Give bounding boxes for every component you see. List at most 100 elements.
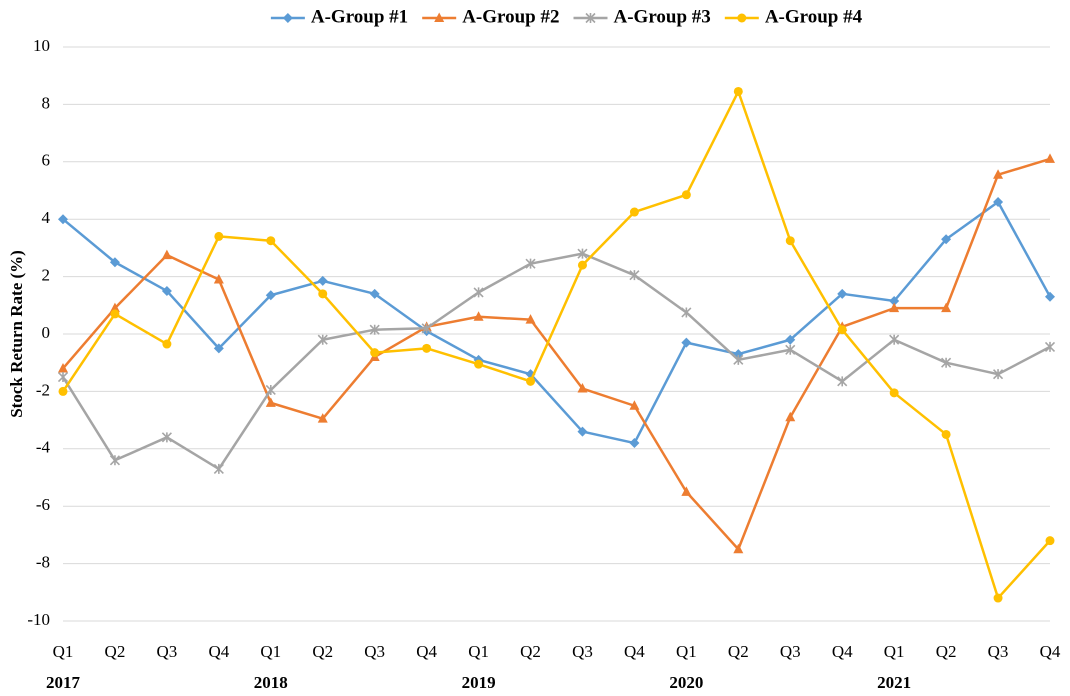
year-label: 2019 xyxy=(462,673,496,692)
y-tick-label: -4 xyxy=(36,438,51,457)
x-tick-label: Q4 xyxy=(624,642,645,661)
marker xyxy=(681,486,692,496)
marker xyxy=(213,343,224,354)
x-tick-label: Q3 xyxy=(157,642,178,661)
series-line xyxy=(61,90,1051,600)
y-tick-label: -10 xyxy=(27,610,50,629)
marker xyxy=(629,207,639,217)
year-label: 2021 xyxy=(877,673,911,692)
y-tick-label: 6 xyxy=(42,151,51,170)
marker xyxy=(889,295,900,306)
marker xyxy=(577,383,588,393)
marker xyxy=(525,258,536,269)
marker xyxy=(733,86,743,96)
marker xyxy=(109,455,121,466)
marker xyxy=(837,376,848,387)
marker xyxy=(213,273,224,284)
x-tick-label: Q3 xyxy=(780,642,801,661)
series-line xyxy=(61,252,1051,471)
marker xyxy=(681,307,692,318)
x-tick-label: Q1 xyxy=(676,642,697,661)
marker xyxy=(474,359,484,369)
marker xyxy=(265,397,276,407)
marker xyxy=(109,302,120,313)
marker xyxy=(421,323,432,334)
marker xyxy=(422,343,432,353)
y-tick-label: -6 xyxy=(36,495,50,514)
x-tick-label: Q4 xyxy=(832,642,853,661)
marker xyxy=(162,339,172,349)
marker xyxy=(1045,536,1055,546)
x-tick-label: Q2 xyxy=(312,642,333,661)
marker xyxy=(993,196,1004,207)
marker xyxy=(889,334,900,345)
y-tick-label: 0 xyxy=(42,323,51,342)
x-tick-label: Q1 xyxy=(260,642,281,661)
legend-label: A-Group #4 xyxy=(765,6,863,27)
marker xyxy=(785,236,795,246)
x-tick-label: Q3 xyxy=(364,642,385,661)
legend-label: A-Group #3 xyxy=(614,6,711,27)
marker xyxy=(370,348,380,358)
x-tick-label: Q4 xyxy=(416,642,437,661)
year-label: 2020 xyxy=(669,673,703,692)
x-tick-label: Q2 xyxy=(936,642,957,661)
marker xyxy=(889,388,899,398)
legend-marker xyxy=(585,12,596,24)
x-tick-label: Q1 xyxy=(884,642,905,661)
marker xyxy=(213,463,224,474)
marker xyxy=(214,231,224,241)
marker xyxy=(57,371,69,383)
y-tick-label: -8 xyxy=(36,553,50,572)
marker xyxy=(577,248,588,259)
marker xyxy=(109,257,120,268)
marker xyxy=(837,288,848,299)
legend-marker xyxy=(737,13,747,23)
marker xyxy=(1044,341,1056,352)
marker xyxy=(110,309,120,319)
marker xyxy=(992,369,1004,380)
marker xyxy=(785,344,796,355)
x-tick-label: Q1 xyxy=(468,642,489,661)
y-tick-label: 10 xyxy=(33,36,50,55)
x-tick-label: Q4 xyxy=(1040,642,1061,661)
marker xyxy=(58,386,68,396)
legend-marker xyxy=(282,13,293,23)
marker xyxy=(577,426,588,437)
legend-marker xyxy=(434,12,445,22)
x-tick-label: Q4 xyxy=(208,642,229,661)
marker xyxy=(317,275,328,286)
marker xyxy=(317,413,328,423)
marker xyxy=(369,324,380,335)
marker xyxy=(733,354,744,365)
x-tick-label: Q2 xyxy=(520,642,541,661)
marker xyxy=(941,302,952,313)
marker xyxy=(473,287,484,298)
marker xyxy=(161,249,172,260)
year-label: 2017 xyxy=(46,673,81,692)
marker xyxy=(317,334,328,345)
marker xyxy=(889,302,900,313)
marker xyxy=(58,362,68,373)
marker xyxy=(837,325,847,335)
x-tick-label: Q3 xyxy=(988,642,1009,661)
marker xyxy=(629,438,640,449)
marker xyxy=(265,384,276,396)
x-tick-label: Q2 xyxy=(105,642,126,661)
marker xyxy=(161,432,172,443)
marker xyxy=(681,190,691,200)
marker xyxy=(369,288,380,299)
marker xyxy=(525,314,536,324)
marker xyxy=(577,260,587,270)
marker xyxy=(266,236,276,246)
marker xyxy=(993,169,1004,179)
y-tick-label: -2 xyxy=(36,380,50,399)
marker xyxy=(526,376,536,386)
marker xyxy=(1045,153,1055,163)
marker xyxy=(941,357,952,368)
year-label: 2018 xyxy=(254,673,288,692)
legend: A-Group #1 A-Group #2 A-Group #3 A-Group #4 xyxy=(270,6,863,27)
marker xyxy=(473,311,484,321)
